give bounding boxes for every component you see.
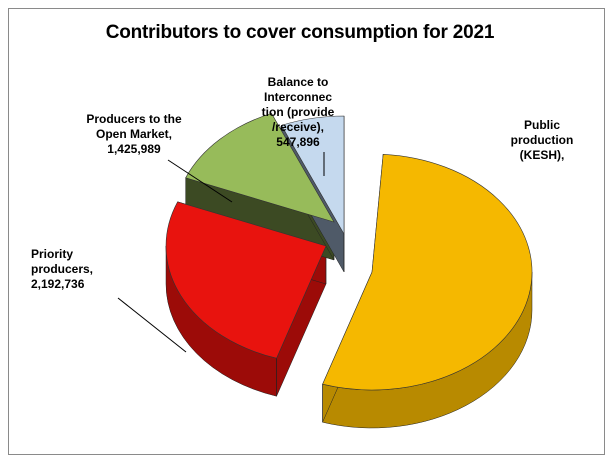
leader-line-open-market [167,159,233,203]
slice-balance[interactable] [281,115,345,236]
data-label-kesh: Public production (KESH), [497,118,587,163]
label-line: Public [523,118,560,132]
slice-kesh[interactable] [322,153,533,391]
label-line: Balance to [267,75,329,89]
label-line: (KESH), [519,148,565,162]
label-line: 1,425,989 [107,142,161,156]
data-label-balance: Balance to Interconnec tion (provide /re… [250,75,346,155]
label-line: Open Market, [95,127,173,141]
chart-title: Contributors to cover consumption for 20… [105,22,495,43]
label-line: Interconnec [263,90,332,104]
leader-line-priority [117,297,187,353]
label-line: tion (provide [261,105,335,119]
slice-priority[interactable] [165,201,327,359]
label-line: production [510,133,574,147]
data-label-priority: Priority producers, 2,192,736 [31,247,121,292]
label-line: 2,192,736 [31,277,85,291]
label-line: producers, [31,262,94,276]
label-line: 547,896 [276,135,320,149]
data-label-open-market: Producers to the Open Market, 1,425,989 [78,112,190,157]
label-line: Priority [31,247,74,261]
label-line: Producers to the [86,112,182,126]
label-line: /receive), [271,120,325,134]
